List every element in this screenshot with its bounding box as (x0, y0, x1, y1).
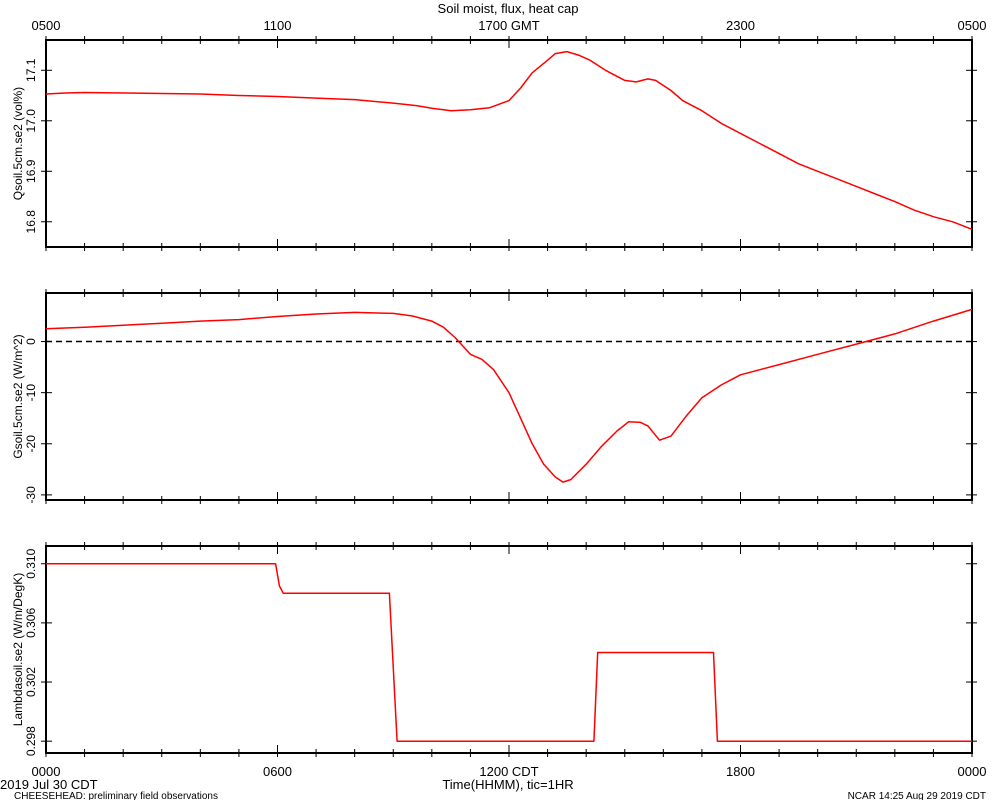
y-tick-label: 0.302 (24, 667, 38, 697)
bottom-axis-tick-label: 0000 (32, 764, 61, 779)
y-axis-label: Lambdasoil.se2 (W/m/DegK) (11, 573, 25, 726)
y-tick-label: -20 (24, 435, 38, 453)
panels: 16.8 16.9 17.0 17.1 Qsoil.5cm.se2 (vol%) -30 -… (11, 18, 986, 779)
y-axis-label: Qsoil.5cm.se2 (vol%) (11, 87, 25, 200)
panel-frame-1 (45, 39, 973, 248)
top-axis-tick-label: 1100 (264, 18, 292, 33)
footer-left: CHEESEHEAD: preliminary field observatio… (14, 791, 218, 800)
series-line-1 (45, 50, 973, 230)
y-tick-label: 0.306 (24, 608, 38, 638)
series-line-3 (46, 562, 972, 742)
y-tick-label: 17.0 (24, 109, 38, 133)
x-axis-label: Time(HHMM), tic=1HR (442, 777, 573, 792)
top-axis-tick-label: 1700 GMT (478, 18, 539, 33)
bottom-axis-tick-label: 1800 (726, 764, 755, 779)
top-axis-tick-label: 0500 (958, 18, 987, 33)
bottom-axis-tick-label: 0600 (263, 764, 292, 779)
panel-frame-3 (45, 545, 973, 754)
top-axis-tick-label: 2300 (726, 18, 755, 33)
chart-title: Soil moist, flux, heat cap (438, 1, 579, 16)
y-tick-label: 0 (24, 338, 38, 345)
series-line-2 (45, 308, 973, 483)
panel-frame-2 (45, 292, 973, 501)
footer-right: NCAR 14:25 Aug 29 2019 CDT (848, 791, 986, 800)
bottom-axis-tick-label: 1200 CDT (479, 764, 538, 779)
y-tick-label: 16.9 (24, 159, 38, 183)
date-label: 2019 Jul 30 CDT (0, 777, 98, 792)
y-tick-label: 16.8 (24, 210, 38, 234)
y-tick-label: 0.310 (24, 548, 38, 578)
bottom-axis-tick-label: 0000 (958, 764, 987, 779)
y-tick-label: 0.298 (24, 726, 38, 756)
top-axis-tick-label: 0500 (32, 18, 61, 33)
y-tick-label: -30 (24, 486, 38, 504)
y-axis-label: Gsoil.5cm.se2 (W/m^2) (11, 334, 25, 458)
y-tick-label: 17.1 (24, 58, 38, 82)
y-tick-label: -10 (24, 384, 38, 402)
